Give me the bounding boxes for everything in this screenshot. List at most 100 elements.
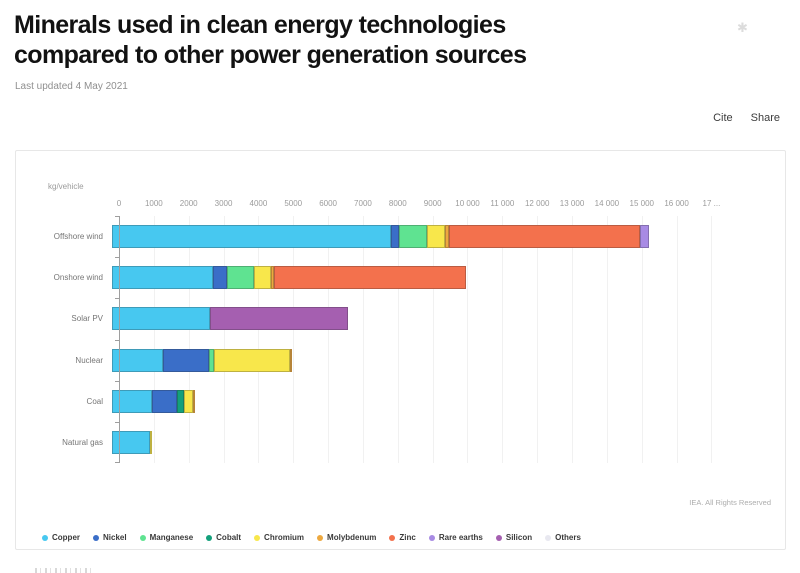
chart-card: kg/vehicle 0 1000 2000 3000 4000 5000 6000 7000… [15,150,786,550]
bar-segment-manganese[interactable] [227,266,255,290]
bar-track-offshore-wind [112,225,725,249]
grid-line [328,216,330,463]
legend-swatch-chromium [254,534,261,541]
bar-segment-molybdenum[interactable] [270,266,275,290]
grid-line [676,216,678,463]
chart-rows: Offshore wind Onshore wind Solar PV Nuclear… [16,216,733,463]
bar-segment-zinc[interactable] [274,266,466,290]
x-tick-label: 11 000 [490,199,515,208]
y-axis-tick [115,257,119,259]
legend-label-nickel: Nickel [103,533,127,542]
bar-segment-chromium[interactable] [184,389,194,413]
legend-item-cobalt[interactable]: Cobalt [206,533,241,542]
legend-swatch-rare-earths [428,534,435,541]
legend-item-zinc[interactable]: Zinc [389,533,416,542]
bar-segment-molybdenum[interactable] [193,389,196,413]
bar-segment-chromium[interactable] [213,348,290,372]
legend-label-zinc: Zinc [399,533,416,542]
x-tick-label: 10 000 [455,199,480,208]
row-label-coal: Coal [86,396,103,406]
legend-swatch-silicon [495,534,502,541]
y-axis-tick [115,462,119,463]
x-tick-label: 15 000 [629,199,654,208]
chart-row-offshore-wind: Offshore wind [16,216,733,257]
bar-segment-manganese[interactable] [208,348,214,372]
legend-label-chromium: Chromium [264,533,305,542]
page-title: Minerals used in clean energy technologi… [14,11,527,69]
grid-line [572,216,574,463]
bar-segment-molybdenum[interactable] [444,225,449,249]
grid-line [188,216,190,463]
bar-segment-copper[interactable] [112,348,164,372]
bar-segment-silicon[interactable] [210,307,348,331]
grid-line [502,216,504,463]
cite-button[interactable]: Cite [713,112,733,124]
legend-item-copper[interactable]: Copper [42,533,80,542]
x-tick-label: 5000 [284,199,303,208]
grid-line [537,216,539,463]
legend-swatch-molybdenum [317,534,324,541]
attribution-label: IEA. All Rights Reserved [689,498,771,507]
legend-item-silicon[interactable]: Silicon [495,533,532,542]
row-label-onshore-wind: Onshore wind [53,273,103,283]
bar-segment-copper[interactable] [112,389,153,413]
chart-row-nuclear: Nuclear [16,339,733,380]
grid-line [258,216,260,463]
bar-segment-nickel[interactable] [163,348,209,372]
bar-segment-copper[interactable] [112,430,151,454]
legend-label-others: Others [555,533,581,542]
bar-segment-zinc[interactable] [448,225,641,249]
legend-item-rare-earths[interactable]: Rare earths [428,533,483,542]
share-button[interactable]: Share [750,112,780,124]
x-tick-label: 3000 [214,199,233,208]
bar-segment-molybdenum[interactable] [289,348,293,372]
bar-segment-nickel[interactable] [152,389,178,413]
x-tick-label: 2000 [179,199,198,208]
legend-swatch-zinc [389,534,396,541]
legend-swatch-copper [42,534,48,541]
x-tick-label: 13 000 [559,199,585,208]
x-tick-label: 9000 [423,199,442,208]
y-axis [115,216,120,463]
bar-track-nuclear [112,348,725,372]
y-axis-tick [115,380,119,382]
x-tick-label: 16 000 [664,199,689,208]
grid-lines [119,216,732,463]
grid-line [711,216,713,463]
last-updated-label: Last updated 4 May 2021 [15,81,128,92]
bar-segment-chromium[interactable] [426,225,445,249]
bar-segment-chromium[interactable] [150,430,152,454]
legend-item-manganese[interactable]: Manganese [139,533,193,542]
header-actions: Cite Share [713,112,780,124]
x-tick-label: 12 000 [524,199,550,208]
grid-line [293,216,295,463]
legend-label-copper: Copper [52,533,80,542]
row-label-nuclear: Nuclear [75,355,103,365]
bar-segment-copper[interactable] [112,266,214,290]
x-tick-label: 6000 [319,199,337,208]
bar-segment-manganese[interactable] [399,225,427,249]
bar-segment-nickel[interactable] [213,266,228,290]
bar-segment-copper[interactable] [112,225,391,249]
legend-swatch-nickel [93,534,99,541]
legend-label-rare-earths: Rare earths [438,533,483,542]
row-label-natural-gas: Natural gas [62,437,103,447]
bar-segment-chromium[interactable] [254,266,271,290]
bar-segment-nickel[interactable] [390,225,400,249]
legend-item-others[interactable]: Others [545,533,581,542]
grid-line [432,216,434,463]
axis-unit-label: kg/vehicle [48,182,84,191]
legend-label-molybdenum: Molybdenum [327,533,377,542]
x-tick-label: 0 [116,199,122,208]
bar-segment-cobalt[interactable] [177,389,185,413]
legend-item-molybdenum[interactable]: Molybdenum [317,533,376,542]
loading-spinner-icon: ✱ [737,20,748,35]
x-tick-label: 17 ... [702,199,721,208]
bar-segment-rare-earths[interactable] [640,225,649,249]
legend-item-chromium[interactable]: Chromium [254,533,304,542]
chart-row-solar-pv: Solar PV [16,298,733,339]
legend-item-nickel[interactable]: Nickel [93,533,127,542]
x-tick-label: 8000 [388,199,407,208]
bar-segment-copper[interactable] [112,307,211,331]
chart-row-onshore-wind: Onshore wind [16,257,733,298]
